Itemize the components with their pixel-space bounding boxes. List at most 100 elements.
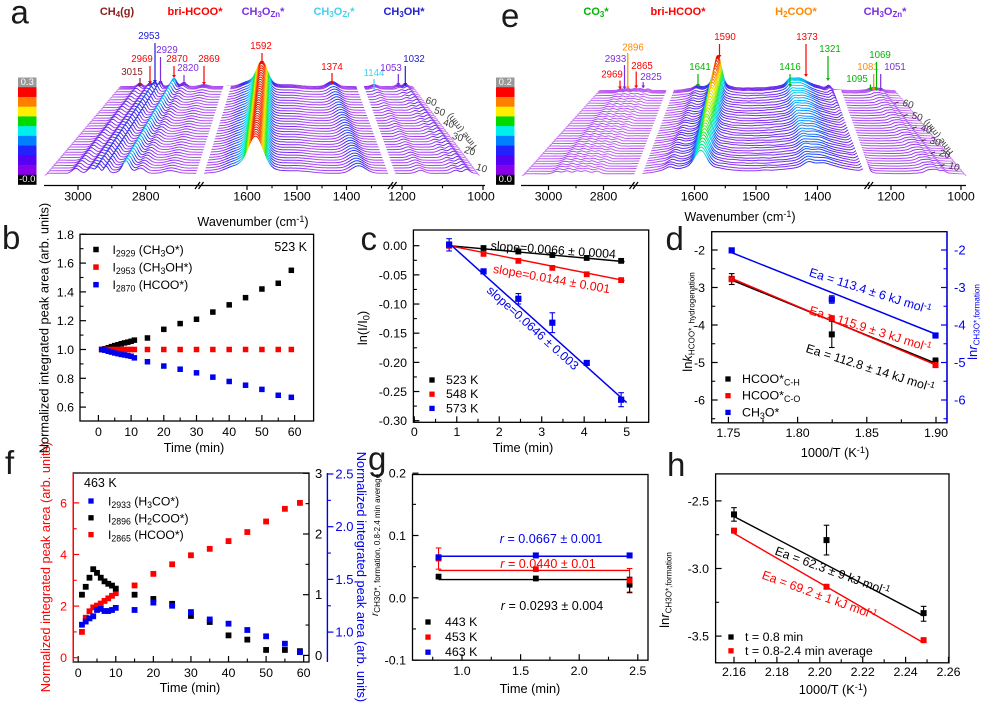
svg-text:CH3OZr*: CH3OZr* <box>313 6 355 19</box>
svg-text:ln(I/I0): ln(I/I0) <box>355 311 371 345</box>
svg-text:-6: -6 <box>694 394 705 408</box>
svg-text:1081: 1081 <box>857 62 879 73</box>
svg-text:2.0: 2.0 <box>335 519 353 534</box>
svg-text:60: 60 <box>297 666 311 680</box>
svg-text:1: 1 <box>315 587 322 602</box>
svg-text:50: 50 <box>255 425 269 439</box>
svg-text:CH3O*: CH3O* <box>742 405 780 420</box>
svg-text:r = 0.0667 ± 0.001: r = 0.0667 ± 0.001 <box>500 532 603 546</box>
svg-text:Time (min): Time (min) <box>493 440 554 455</box>
svg-text:60: 60 <box>901 98 915 112</box>
svg-text:Normalized integrated peak are: Normalized integrated peak area (arb. un… <box>38 442 53 692</box>
svg-text:f: f <box>5 444 15 481</box>
svg-text:2869: 2869 <box>198 54 220 65</box>
svg-text:g: g <box>368 440 386 477</box>
svg-text:40: 40 <box>442 117 456 131</box>
svg-text:b: b <box>2 219 20 256</box>
svg-text:-0.30: -0.30 <box>379 414 407 428</box>
svg-text:-4: -4 <box>954 318 966 333</box>
svg-text:1032: 1032 <box>403 54 425 65</box>
svg-text:1321: 1321 <box>819 44 841 55</box>
svg-text:10: 10 <box>947 160 961 174</box>
svg-text:-0.05: -0.05 <box>379 268 407 282</box>
svg-text:50: 50 <box>433 105 447 119</box>
svg-text:e: e <box>501 0 519 34</box>
svg-text:0: 0 <box>411 425 418 439</box>
svg-text:20: 20 <box>157 425 171 439</box>
svg-text:Normalized integrated peak are: Normalized integrated peak area (arb. un… <box>354 452 369 702</box>
svg-text:CO3*: CO3* <box>583 6 609 19</box>
svg-text:1.8: 1.8 <box>57 228 74 242</box>
svg-text:2.0: 2.0 <box>571 664 588 678</box>
svg-text:2800: 2800 <box>590 190 618 204</box>
svg-text:443 K: 443 K <box>445 615 478 629</box>
svg-text:1641: 1641 <box>689 62 711 73</box>
svg-text:1.90: 1.90 <box>924 426 948 440</box>
svg-text:10: 10 <box>109 666 123 680</box>
svg-text:3: 3 <box>538 425 545 439</box>
svg-text:2896: 2896 <box>622 43 644 54</box>
svg-text:-0.10: -0.10 <box>379 298 407 312</box>
svg-text:-5: -5 <box>694 356 705 370</box>
svg-text:d: d <box>666 220 684 257</box>
svg-text:1373: 1373 <box>796 32 818 43</box>
svg-text:1144: 1144 <box>364 68 385 79</box>
svg-text:-0.1: -0.1 <box>385 654 406 668</box>
svg-text:1400: 1400 <box>333 190 361 204</box>
svg-text:-0.25: -0.25 <box>379 385 407 399</box>
svg-text:I2933 (H3CO*): I2933 (H3CO*) <box>108 495 179 510</box>
svg-text:1200: 1200 <box>388 190 416 204</box>
svg-text:50: 50 <box>259 666 273 680</box>
svg-text:2870: 2870 <box>166 54 188 65</box>
svg-text:1051: 1051 <box>884 62 906 73</box>
svg-text:-2: -2 <box>694 244 705 258</box>
svg-text:2.5: 2.5 <box>335 467 353 482</box>
svg-text:1053: 1053 <box>380 63 402 74</box>
svg-text:-4: -4 <box>694 319 705 333</box>
svg-text:40: 40 <box>919 123 933 137</box>
svg-text:1000: 1000 <box>467 190 495 204</box>
svg-text:1200: 1200 <box>877 190 905 204</box>
svg-text:1600: 1600 <box>681 190 709 204</box>
svg-text:2.20: 2.20 <box>808 665 832 679</box>
svg-text:0.3: 0.3 <box>21 77 34 88</box>
svg-text:30: 30 <box>190 425 204 439</box>
svg-text:Wavenumber (cm-1): Wavenumber (cm-1) <box>684 209 795 224</box>
svg-text:H2COO*: H2COO* <box>775 6 817 19</box>
svg-text:4: 4 <box>60 548 67 562</box>
svg-text:1416: 1416 <box>779 62 801 73</box>
svg-text:1.0: 1.0 <box>57 343 74 357</box>
svg-text:Time (min): Time (min) <box>164 440 225 455</box>
svg-text:10: 10 <box>124 425 138 439</box>
svg-text:453 K: 453 K <box>445 630 478 644</box>
svg-text:1.75: 1.75 <box>716 426 740 440</box>
svg-text:2929: 2929 <box>156 45 178 56</box>
svg-text:-0.15: -0.15 <box>379 327 407 341</box>
svg-text:2.22: 2.22 <box>851 665 875 679</box>
svg-text:1.5: 1.5 <box>335 572 353 587</box>
svg-text:3000: 3000 <box>64 190 92 204</box>
svg-text:Time (min): Time (min) <box>500 681 561 696</box>
svg-text:20: 20 <box>146 666 160 680</box>
svg-text:0.1: 0.1 <box>389 529 406 543</box>
svg-text:t = 0.8-2.4 min average: t = 0.8-2.4 min average <box>745 644 873 658</box>
svg-text:4: 4 <box>581 425 588 439</box>
svg-text:0.2: 0.2 <box>389 467 406 481</box>
svg-text:CH3OZn*: CH3OZn* <box>864 6 908 19</box>
svg-text:0.6: 0.6 <box>57 401 74 415</box>
svg-text:-2: -2 <box>954 243 966 258</box>
svg-text:1.0: 1.0 <box>453 664 470 678</box>
svg-text:523 K: 523 K <box>446 373 479 387</box>
svg-text:1069: 1069 <box>869 50 891 61</box>
svg-text:463 K: 463 K <box>84 476 117 490</box>
svg-text:0.0: 0.0 <box>389 591 406 605</box>
svg-text:CH3OH*: CH3OH* <box>383 6 425 19</box>
svg-text:1000/T (K-1): 1000/T (K-1) <box>801 445 869 460</box>
svg-text:I2953 (CH3OH*): I2953 (CH3OH*) <box>113 261 193 276</box>
svg-text:1590: 1590 <box>714 32 736 43</box>
svg-text:-6: -6 <box>954 393 966 408</box>
svg-text:2953: 2953 <box>138 31 160 42</box>
svg-text:bri-HCOO*: bri-HCOO* <box>651 6 707 18</box>
svg-text:c: c <box>361 220 378 257</box>
svg-text:2.24: 2.24 <box>894 665 918 679</box>
